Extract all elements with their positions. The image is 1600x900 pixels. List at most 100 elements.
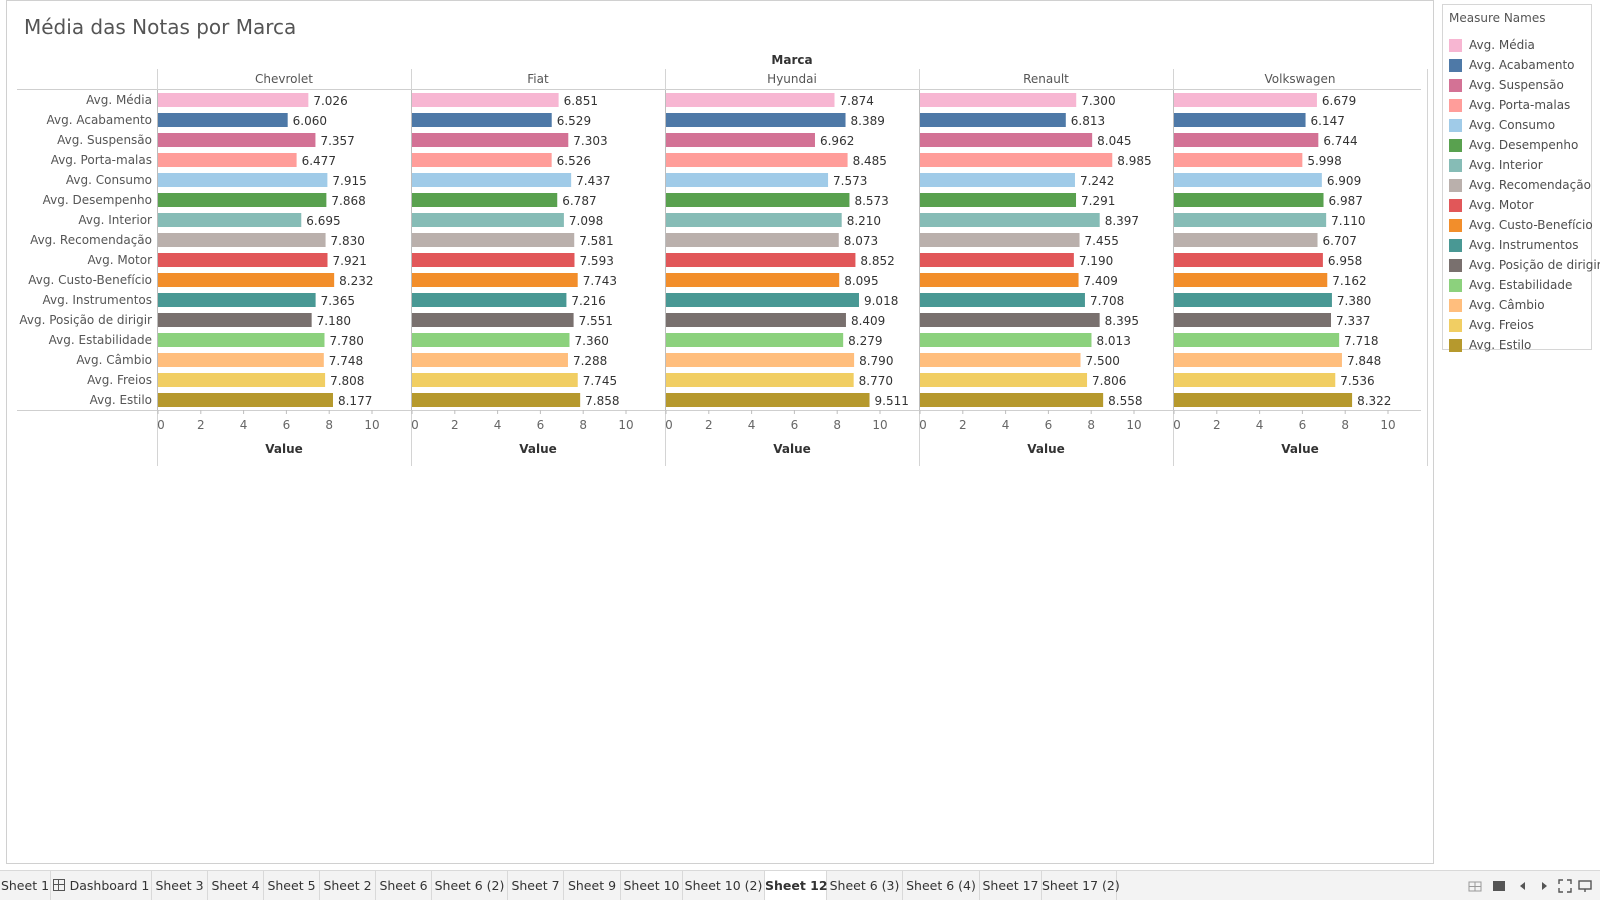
tick-label: 4 xyxy=(494,418,502,432)
legend-item[interactable]: Avg. Interior xyxy=(1449,156,1543,174)
tab-label: Sheet 2 xyxy=(323,878,372,893)
bar xyxy=(412,313,574,327)
data-label: 7.110 xyxy=(1331,214,1365,228)
bar xyxy=(1174,113,1306,127)
data-label: 7.360 xyxy=(575,334,609,348)
data-label: 6.744 xyxy=(1323,134,1357,148)
tab-sheet-2[interactable]: Sheet 2 xyxy=(320,871,376,900)
bar xyxy=(666,233,839,247)
legend-label: Avg. Acabamento xyxy=(1469,58,1575,72)
fullscreen-icon[interactable] xyxy=(1558,878,1572,893)
legend-item[interactable]: Avg. Câmbio xyxy=(1449,296,1545,314)
tab-label: Dashboard 1 xyxy=(69,878,150,893)
bar xyxy=(1174,393,1353,407)
data-label: 8.177 xyxy=(338,394,372,408)
bar xyxy=(666,313,846,327)
legend-item[interactable]: Avg. Consumo xyxy=(1449,116,1555,134)
legend-swatch xyxy=(1449,178,1462,192)
tab-sheet-6[interactable]: Sheet 6 xyxy=(376,871,432,900)
legend-label: Avg. Suspensão xyxy=(1469,78,1564,92)
row-label: Avg. Recomendação xyxy=(30,233,152,247)
tab-sheet-4[interactable]: Sheet 4 xyxy=(208,871,264,900)
bar xyxy=(920,233,1080,247)
data-label: 6.060 xyxy=(293,114,327,128)
data-label: 7.180 xyxy=(317,314,351,328)
data-label: 7.242 xyxy=(1080,174,1114,188)
tab-label: Sheet 9 xyxy=(567,878,617,893)
row-label: Avg. Acabamento xyxy=(47,113,153,127)
legend-item[interactable]: Avg. Porta-malas xyxy=(1449,96,1570,114)
tick-label: 0 xyxy=(411,418,419,432)
tab-sheet-9[interactable]: Sheet 9 xyxy=(564,871,621,900)
legend-item[interactable]: Avg. Suspensão xyxy=(1449,76,1564,94)
tab-sheet-3[interactable]: Sheet 3 xyxy=(152,871,208,900)
legend-item[interactable]: Avg. Acabamento xyxy=(1449,56,1575,74)
legend-item[interactable]: Avg. Freios xyxy=(1449,316,1534,334)
data-label: 8.395 xyxy=(1105,314,1139,328)
data-label: 7.806 xyxy=(1092,374,1126,388)
tab-sheet-12[interactable]: Sheet 12 xyxy=(765,871,828,900)
tick-label: 8 xyxy=(1087,418,1095,432)
bar xyxy=(920,293,1085,307)
legend-item[interactable]: Avg. Instrumentos xyxy=(1449,236,1578,254)
tab-sheet-7[interactable]: Sheet 7 xyxy=(508,871,564,900)
tick-label: 4 xyxy=(1256,418,1264,432)
legend-swatch xyxy=(1449,258,1462,272)
legend-item[interactable]: Avg. Posição de dirigir xyxy=(1449,256,1600,274)
column-header-marca: Marca xyxy=(771,53,812,67)
next-sheet-icon[interactable] xyxy=(1537,878,1551,892)
legend-item[interactable]: Avg. Desempenho xyxy=(1449,136,1578,154)
bar xyxy=(1174,353,1342,367)
data-label: 7.500 xyxy=(1086,354,1120,368)
filmstrip-icon[interactable] xyxy=(1492,878,1506,892)
data-label: 7.921 xyxy=(333,254,367,268)
legend-item[interactable]: Avg. Recomendação xyxy=(1449,176,1591,194)
grid-view-icon[interactable] xyxy=(1468,878,1482,892)
legend-swatch xyxy=(1449,198,1462,212)
bar xyxy=(412,113,552,127)
bar xyxy=(920,373,1088,387)
bar xyxy=(158,373,326,387)
presentation-icon[interactable] xyxy=(1578,878,1592,892)
data-label: 7.409 xyxy=(1084,274,1118,288)
data-label: 7.026 xyxy=(313,94,347,108)
data-label: 6.147 xyxy=(1311,114,1345,128)
tab-sheet-5[interactable]: Sheet 5 xyxy=(264,871,320,900)
tab-sheet-10[interactable]: Sheet 10 xyxy=(621,871,683,900)
tick-label: 0 xyxy=(665,418,673,432)
data-label: 8.409 xyxy=(851,314,885,328)
legend-label: Avg. Interior xyxy=(1469,158,1543,172)
data-label: 9.511 xyxy=(875,394,909,408)
bar xyxy=(920,173,1075,187)
legend-swatch xyxy=(1449,218,1462,232)
data-label: 6.962 xyxy=(820,134,854,148)
bar xyxy=(666,353,855,367)
legend-item[interactable]: Avg. Média xyxy=(1449,36,1535,54)
tab-sheet-17-2[interactable]: Sheet 17 (2) xyxy=(1042,871,1120,900)
data-label: 7.551 xyxy=(579,314,613,328)
bar xyxy=(412,333,570,347)
tab-sheet-17[interactable]: Sheet 17 xyxy=(980,871,1042,900)
legend-item[interactable]: Avg. Estilo xyxy=(1449,336,1531,354)
tab-sheet-6-4[interactable]: Sheet 6 (4) xyxy=(903,871,980,900)
bar xyxy=(1174,273,1328,287)
bar xyxy=(666,173,829,187)
tick-label: 2 xyxy=(451,418,459,432)
tab-sheet-6-2[interactable]: Sheet 6 (2) xyxy=(432,871,508,900)
bar xyxy=(666,393,870,407)
legend[interactable]: Measure Names Avg. Média Avg. Acabamento A… xyxy=(1442,4,1600,352)
legend-item[interactable]: Avg. Estabilidade xyxy=(1449,276,1572,294)
bar xyxy=(666,373,854,387)
legend-item[interactable]: Avg. Motor xyxy=(1449,196,1534,214)
legend-swatch xyxy=(1449,118,1462,132)
panel-header-renault: Renault xyxy=(1023,72,1069,86)
prev-sheet-icon[interactable] xyxy=(1516,878,1530,892)
legend-swatch xyxy=(1449,78,1462,92)
tab-sheet-6-3[interactable]: Sheet 6 (3) xyxy=(827,871,903,900)
tab-dashboard-1[interactable]: Dashboard 1 xyxy=(51,871,152,900)
data-label: 7.718 xyxy=(1344,334,1378,348)
row-label: Avg. Motor xyxy=(87,253,152,267)
tab-sheet-1[interactable]: Sheet 1 xyxy=(0,871,51,900)
tab-sheet-10-2[interactable]: Sheet 10 (2) xyxy=(683,871,765,900)
legend-item[interactable]: Avg. Custo-Benefício xyxy=(1449,216,1593,234)
